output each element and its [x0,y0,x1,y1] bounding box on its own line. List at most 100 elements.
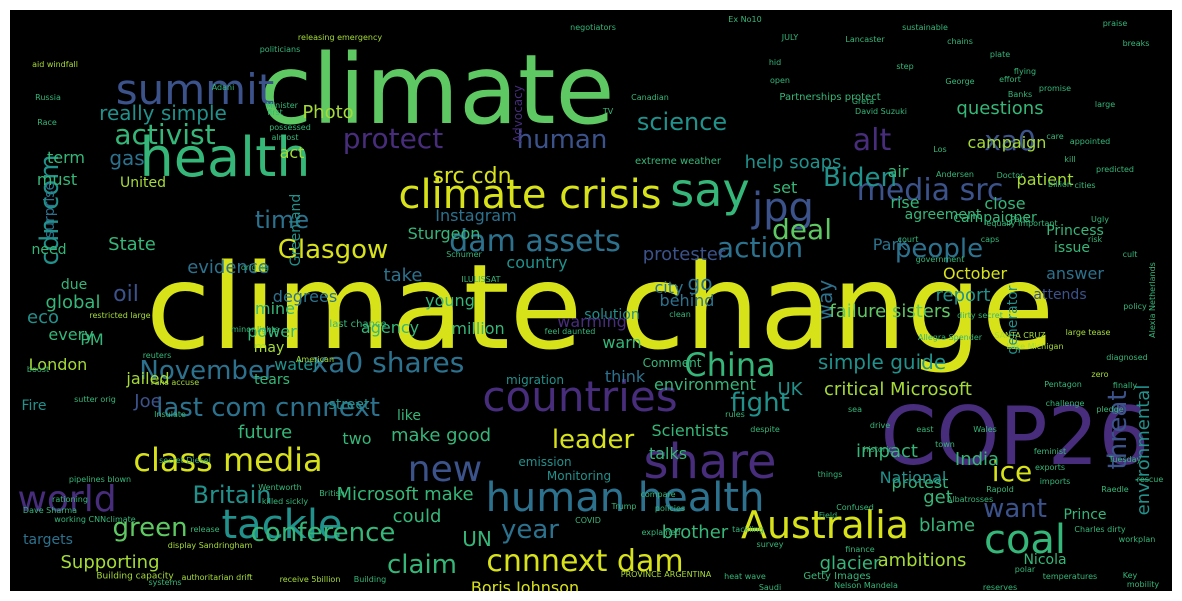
word-breaks: breaks [1122,39,1150,48]
word-critical-microsoft: critical Microsoft [824,379,972,400]
word-due: due [60,277,88,293]
word-glasgow: Glasgow [277,235,389,265]
word-albatrosses: Albatrosses [946,495,994,504]
word-evidence: evidence [187,257,269,278]
word-rules: rules [725,410,745,419]
word-partnerships-protect: Partnerships protect [779,92,881,103]
word-trump: Trump [611,502,637,511]
word-mobility: mobility [1126,580,1160,589]
word-campaign: campaign [967,133,1047,152]
word-dam-assets: dam assets [449,224,621,259]
word-people: people [894,234,984,264]
word-canadian: Canadian [631,93,669,102]
word-media-src: media src [856,173,1004,208]
word-sea: sea [848,405,862,414]
word-instagram: Instagram [435,206,517,225]
word-first: first [267,108,283,117]
word-boris-johnson: Boris Johnson [470,578,580,592]
word-global: global [45,292,101,313]
word-hid: hid [768,58,782,67]
word-risk: risk [1087,235,1103,244]
word-province-argentina: PROVINCE ARGENTINA [620,570,712,579]
word-uk: UK [777,379,803,400]
word-effort: effort [999,75,1021,84]
word-pledge: pledge [1096,405,1124,414]
word-george: George [945,77,975,86]
word-surprise: surprise [42,181,58,239]
word-city: city [654,278,684,297]
word-solution: solution [584,307,640,323]
word-microsoft-make: Microsoft make [336,484,474,505]
word-rationing: rationing [52,495,88,504]
word-sustainable: sustainable [902,23,948,32]
word-new: new [407,449,483,490]
word-countries: countries [482,372,678,421]
word-pentagon: Pentagon [1044,380,1082,389]
word-wentworth: Wentworth [258,483,302,492]
word-plate: plate [989,50,1011,59]
word-time: time [254,206,310,234]
word-action: action [716,231,804,264]
word-dave-sharma: Dave Sharma [22,506,78,515]
word-almost: almost [271,133,299,142]
word-help-soaps: help soaps [744,152,842,173]
word-field: Field [818,511,838,520]
word-promise: promise [1038,84,1072,93]
word-compare: compare [640,490,676,499]
word-united: United [120,175,166,191]
word-climate-crisis: climate crisis [398,172,662,218]
word-tackling: tackling [732,525,764,534]
word-agency: agency [360,318,420,337]
word-appointed: appointed [1069,137,1111,146]
word-claim: claim [386,550,458,580]
word-must: must [36,170,78,189]
word-australia: Australia [740,503,910,547]
word-flying: flying [1013,67,1037,76]
word-think: think [604,367,646,386]
word-attends: attends [1033,287,1087,303]
word-london: London [28,355,88,374]
word-tears: tears [254,372,290,388]
word-race: Race [37,118,57,127]
word-chains: chains [947,37,973,46]
word-really-simple: really simple [99,101,227,125]
word-last-com-cnnnext: last com cnnnext [156,393,380,423]
word-saudi: Saudi [758,583,782,592]
word-systems: systems [148,578,182,587]
word-protect: protect [342,122,444,155]
word-diagnosed: diagnosed [1106,353,1148,362]
word-tuesday: Tuesday [1108,455,1142,464]
word-survey: survey [756,540,784,549]
word-historic: historic [863,445,893,454]
word-finally: finally [1112,381,1138,390]
word-building-capacity: Building capacity [96,571,174,582]
word-princess: Princess [1046,223,1104,239]
word-impact: impact [856,441,918,462]
word-cult: cult [1122,250,1138,259]
word-receive-5billion: receive 5billion [279,575,341,584]
word-november: November [139,356,275,386]
word-doctor: Doctor [996,171,1024,180]
word-scientists: Scientists [651,421,729,440]
word-answer: answer [1046,264,1104,283]
word-authoritarian-drift: authoritarian drift [181,573,253,582]
word-sutter-orig: sutter orig [74,395,116,404]
word-lancaster: Lancaster [845,35,885,44]
word-releasing-emergency: releasing emergency [297,33,383,42]
word-santa-cruz: SANTA CRUZ [994,331,1046,340]
word-feminist: feminist [1033,447,1067,456]
word-talks: talks [648,444,688,463]
word-conference: conference [250,518,396,548]
word-october: October [942,264,1008,283]
word-get: get [923,487,953,508]
word-ambitions: ambitions [877,550,967,571]
word-equally-important: equally important [986,219,1058,228]
word-jpg: jpg [752,185,814,231]
word-class-media: class media [133,441,323,479]
word-nicola: Nicola [1023,552,1067,568]
word-killed-sickly: killed sickly [261,497,309,506]
word-building: Building [353,575,387,584]
word-rise: rise [890,193,920,212]
word-getty-images: Getty Images [803,571,871,582]
word-rapold: Rapold [986,485,1014,494]
